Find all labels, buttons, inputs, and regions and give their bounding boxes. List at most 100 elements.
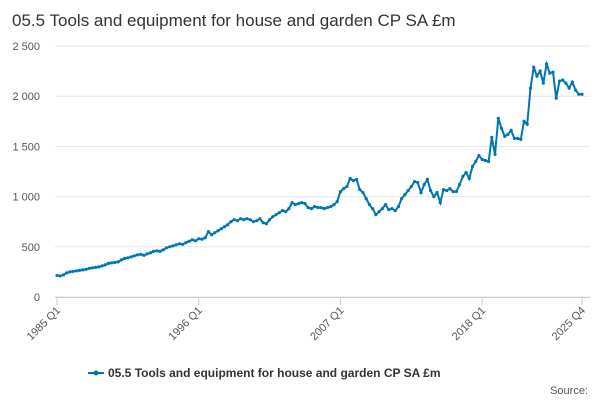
point	[329, 205, 333, 209]
point	[325, 206, 330, 210]
point	[229, 220, 233, 224]
point	[290, 201, 294, 205]
point	[400, 197, 404, 201]
point	[58, 274, 62, 278]
point	[512, 136, 516, 140]
y-tick-label: 0	[34, 292, 40, 304]
point	[148, 251, 153, 255]
point	[406, 188, 410, 193]
point	[432, 195, 436, 199]
point	[258, 217, 262, 221]
point	[551, 70, 555, 74]
point	[419, 190, 423, 195]
point	[164, 246, 169, 250]
point	[255, 219, 259, 223]
point	[77, 268, 82, 272]
point	[483, 158, 487, 163]
point	[135, 253, 140, 257]
point	[544, 62, 549, 66]
point	[367, 203, 372, 207]
x-tick-label: 1996 Q1	[167, 305, 205, 343]
legend-marker	[93, 370, 99, 376]
point	[390, 207, 394, 211]
point	[61, 273, 66, 277]
point	[264, 222, 268, 226]
point	[123, 256, 127, 260]
point	[129, 255, 133, 259]
point	[461, 174, 465, 179]
point	[348, 176, 352, 181]
point	[171, 244, 175, 248]
point	[197, 237, 201, 241]
point	[190, 238, 194, 242]
point	[493, 152, 497, 157]
point	[216, 229, 220, 233]
point	[293, 203, 297, 207]
point	[561, 78, 565, 82]
point	[580, 92, 584, 96]
point	[296, 202, 301, 206]
point	[554, 96, 558, 100]
point	[335, 200, 339, 204]
y-tick-label: 2 500	[12, 41, 40, 53]
point	[448, 186, 452, 191]
point	[564, 81, 568, 85]
point	[226, 223, 230, 227]
point	[470, 164, 475, 169]
point	[441, 187, 446, 192]
chart-title: 05.5 Tools and equipment for house and g…	[12, 11, 456, 30]
point	[403, 192, 407, 197]
point	[425, 177, 429, 182]
point	[342, 186, 346, 191]
point	[506, 132, 510, 136]
point	[174, 243, 178, 247]
point	[251, 220, 256, 224]
point	[345, 184, 349, 189]
point	[132, 254, 136, 258]
x-tick-label: 2007 Q1	[308, 305, 346, 343]
point	[477, 153, 481, 158]
point	[490, 135, 494, 139]
point	[200, 237, 204, 241]
point	[213, 231, 217, 235]
y-tick-label: 1 000	[12, 192, 40, 204]
point	[557, 79, 562, 83]
point	[364, 197, 368, 201]
point	[300, 201, 304, 205]
point	[416, 180, 420, 185]
point	[451, 189, 455, 194]
point	[284, 210, 288, 214]
x-tick-label: 2025 Q4	[550, 305, 588, 343]
point	[499, 126, 504, 130]
point	[387, 208, 391, 212]
point	[538, 69, 542, 73]
point	[438, 201, 442, 205]
point	[238, 217, 243, 221]
point	[377, 210, 381, 214]
point	[467, 176, 471, 181]
point	[219, 227, 223, 231]
point	[396, 205, 401, 209]
point	[541, 81, 545, 85]
point	[528, 86, 533, 90]
point	[422, 182, 426, 187]
point	[316, 206, 320, 210]
point	[458, 182, 462, 187]
y-tick-label: 500	[22, 242, 40, 254]
point	[361, 190, 365, 195]
point	[371, 207, 375, 211]
point	[570, 80, 574, 84]
point	[306, 206, 310, 210]
point	[97, 265, 101, 269]
point	[429, 188, 433, 193]
point	[525, 122, 529, 126]
y-tick-label: 1 500	[12, 141, 40, 153]
point	[509, 128, 513, 132]
point	[126, 256, 130, 260]
point	[184, 241, 188, 245]
point	[145, 252, 149, 256]
point	[535, 74, 539, 78]
point	[577, 92, 581, 96]
point	[181, 242, 185, 246]
